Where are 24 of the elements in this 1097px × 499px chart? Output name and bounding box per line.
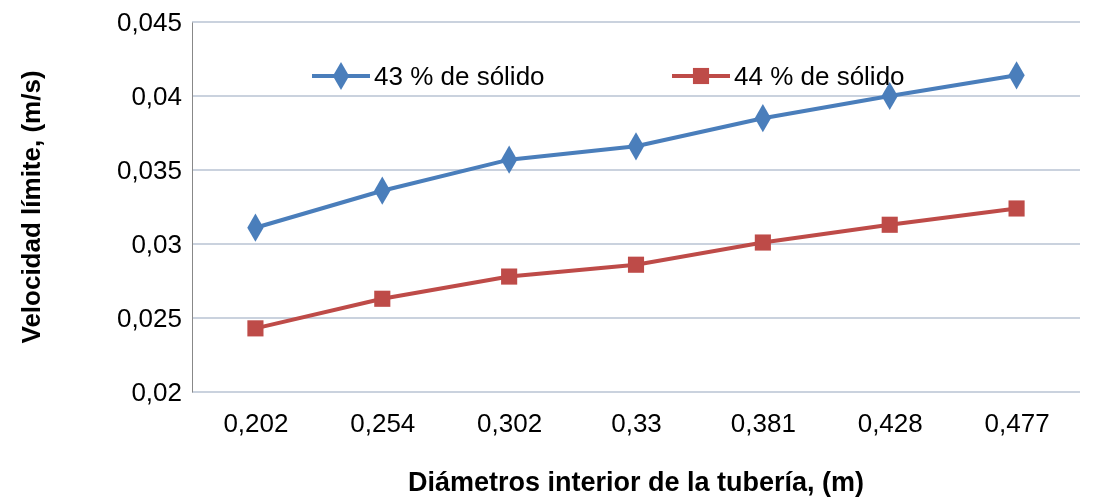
- y-tick-label: 0,045: [116, 6, 182, 37]
- y-tick-label: 0,04: [131, 80, 182, 111]
- y-tick-label: 0,02: [131, 376, 182, 407]
- point: [501, 268, 518, 285]
- point: [1008, 200, 1025, 217]
- point: [754, 234, 771, 251]
- x-tick-label: 0,33: [611, 408, 662, 439]
- x-tick-label: 0,428: [857, 408, 923, 439]
- x-tick-label: 0,202: [223, 408, 289, 439]
- x-tick-label: 0,477: [984, 408, 1050, 439]
- legend-label: 44 % de sólido: [734, 61, 905, 91]
- y-tick-label: 0,025: [116, 302, 182, 333]
- point: [881, 216, 898, 233]
- point: [627, 256, 645, 273]
- y-tick-label: 0,03: [131, 228, 182, 259]
- point: [374, 290, 391, 307]
- point: [247, 320, 264, 337]
- y-tick-label: 0,035: [116, 154, 182, 185]
- legend-label: 43 % de sólido: [374, 61, 545, 91]
- y-axis-title: Velocidad límite, (m/s): [16, 70, 46, 344]
- x-tick-label: 0,381: [730, 408, 796, 439]
- x-tick-label: 0,254: [350, 408, 416, 439]
- x-axis-title: Diámetros interior de la tubería, (m): [407, 467, 865, 497]
- x-tick-label: 0,302: [477, 408, 543, 439]
